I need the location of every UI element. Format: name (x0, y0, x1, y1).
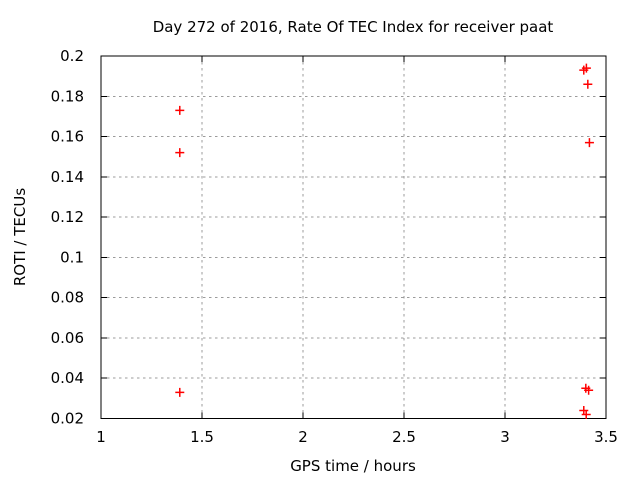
y-tick-label: 0.16 (51, 128, 84, 146)
data-point-marker (583, 79, 593, 89)
x-tick-label: 2.5 (392, 428, 416, 446)
x-tick-label: 1.5 (190, 428, 214, 446)
x-tick-label: 3.5 (594, 428, 618, 446)
data-points (175, 63, 594, 419)
x-tick-label: 3 (500, 428, 510, 446)
y-tick-labels: 0.02 0.04 0.06 0.08 0.1 0.12 0.14 0.16 0.18 0.2 (51, 47, 84, 428)
data-point-marker (581, 409, 591, 419)
y-tick-label: 0.02 (51, 410, 84, 428)
data-point-marker (584, 138, 594, 148)
grid-lines (101, 56, 606, 419)
y-tick-label: 0.14 (51, 168, 84, 186)
y-tick-label: 0.18 (51, 87, 84, 105)
y-tick-label: 0.08 (51, 289, 84, 307)
y-axis-label: ROTI / TECUs (11, 188, 29, 286)
x-tick-label: 2 (298, 428, 308, 446)
data-point-marker (175, 148, 185, 158)
data-point-marker (175, 387, 185, 397)
y-tick-label: 0.04 (51, 369, 84, 387)
y-tick-label: 0.12 (51, 208, 84, 226)
data-point-marker (584, 385, 594, 395)
data-point-marker (175, 105, 185, 115)
data-point-marker (581, 63, 591, 73)
x-tick-labels: 1 1.5 2 2.5 3 3.5 (96, 428, 618, 446)
x-tick-label: 1 (96, 428, 106, 446)
y-tick-label: 0.06 (51, 329, 84, 347)
chart-title: Day 272 of 2016, Rate Of TEC Index for r… (153, 18, 554, 36)
y-tick-label: 0.1 (60, 248, 84, 266)
y-tick-label: 0.2 (60, 47, 84, 65)
plot-border (100, 55, 607, 419)
x-axis-label: GPS time / hours (290, 457, 416, 475)
